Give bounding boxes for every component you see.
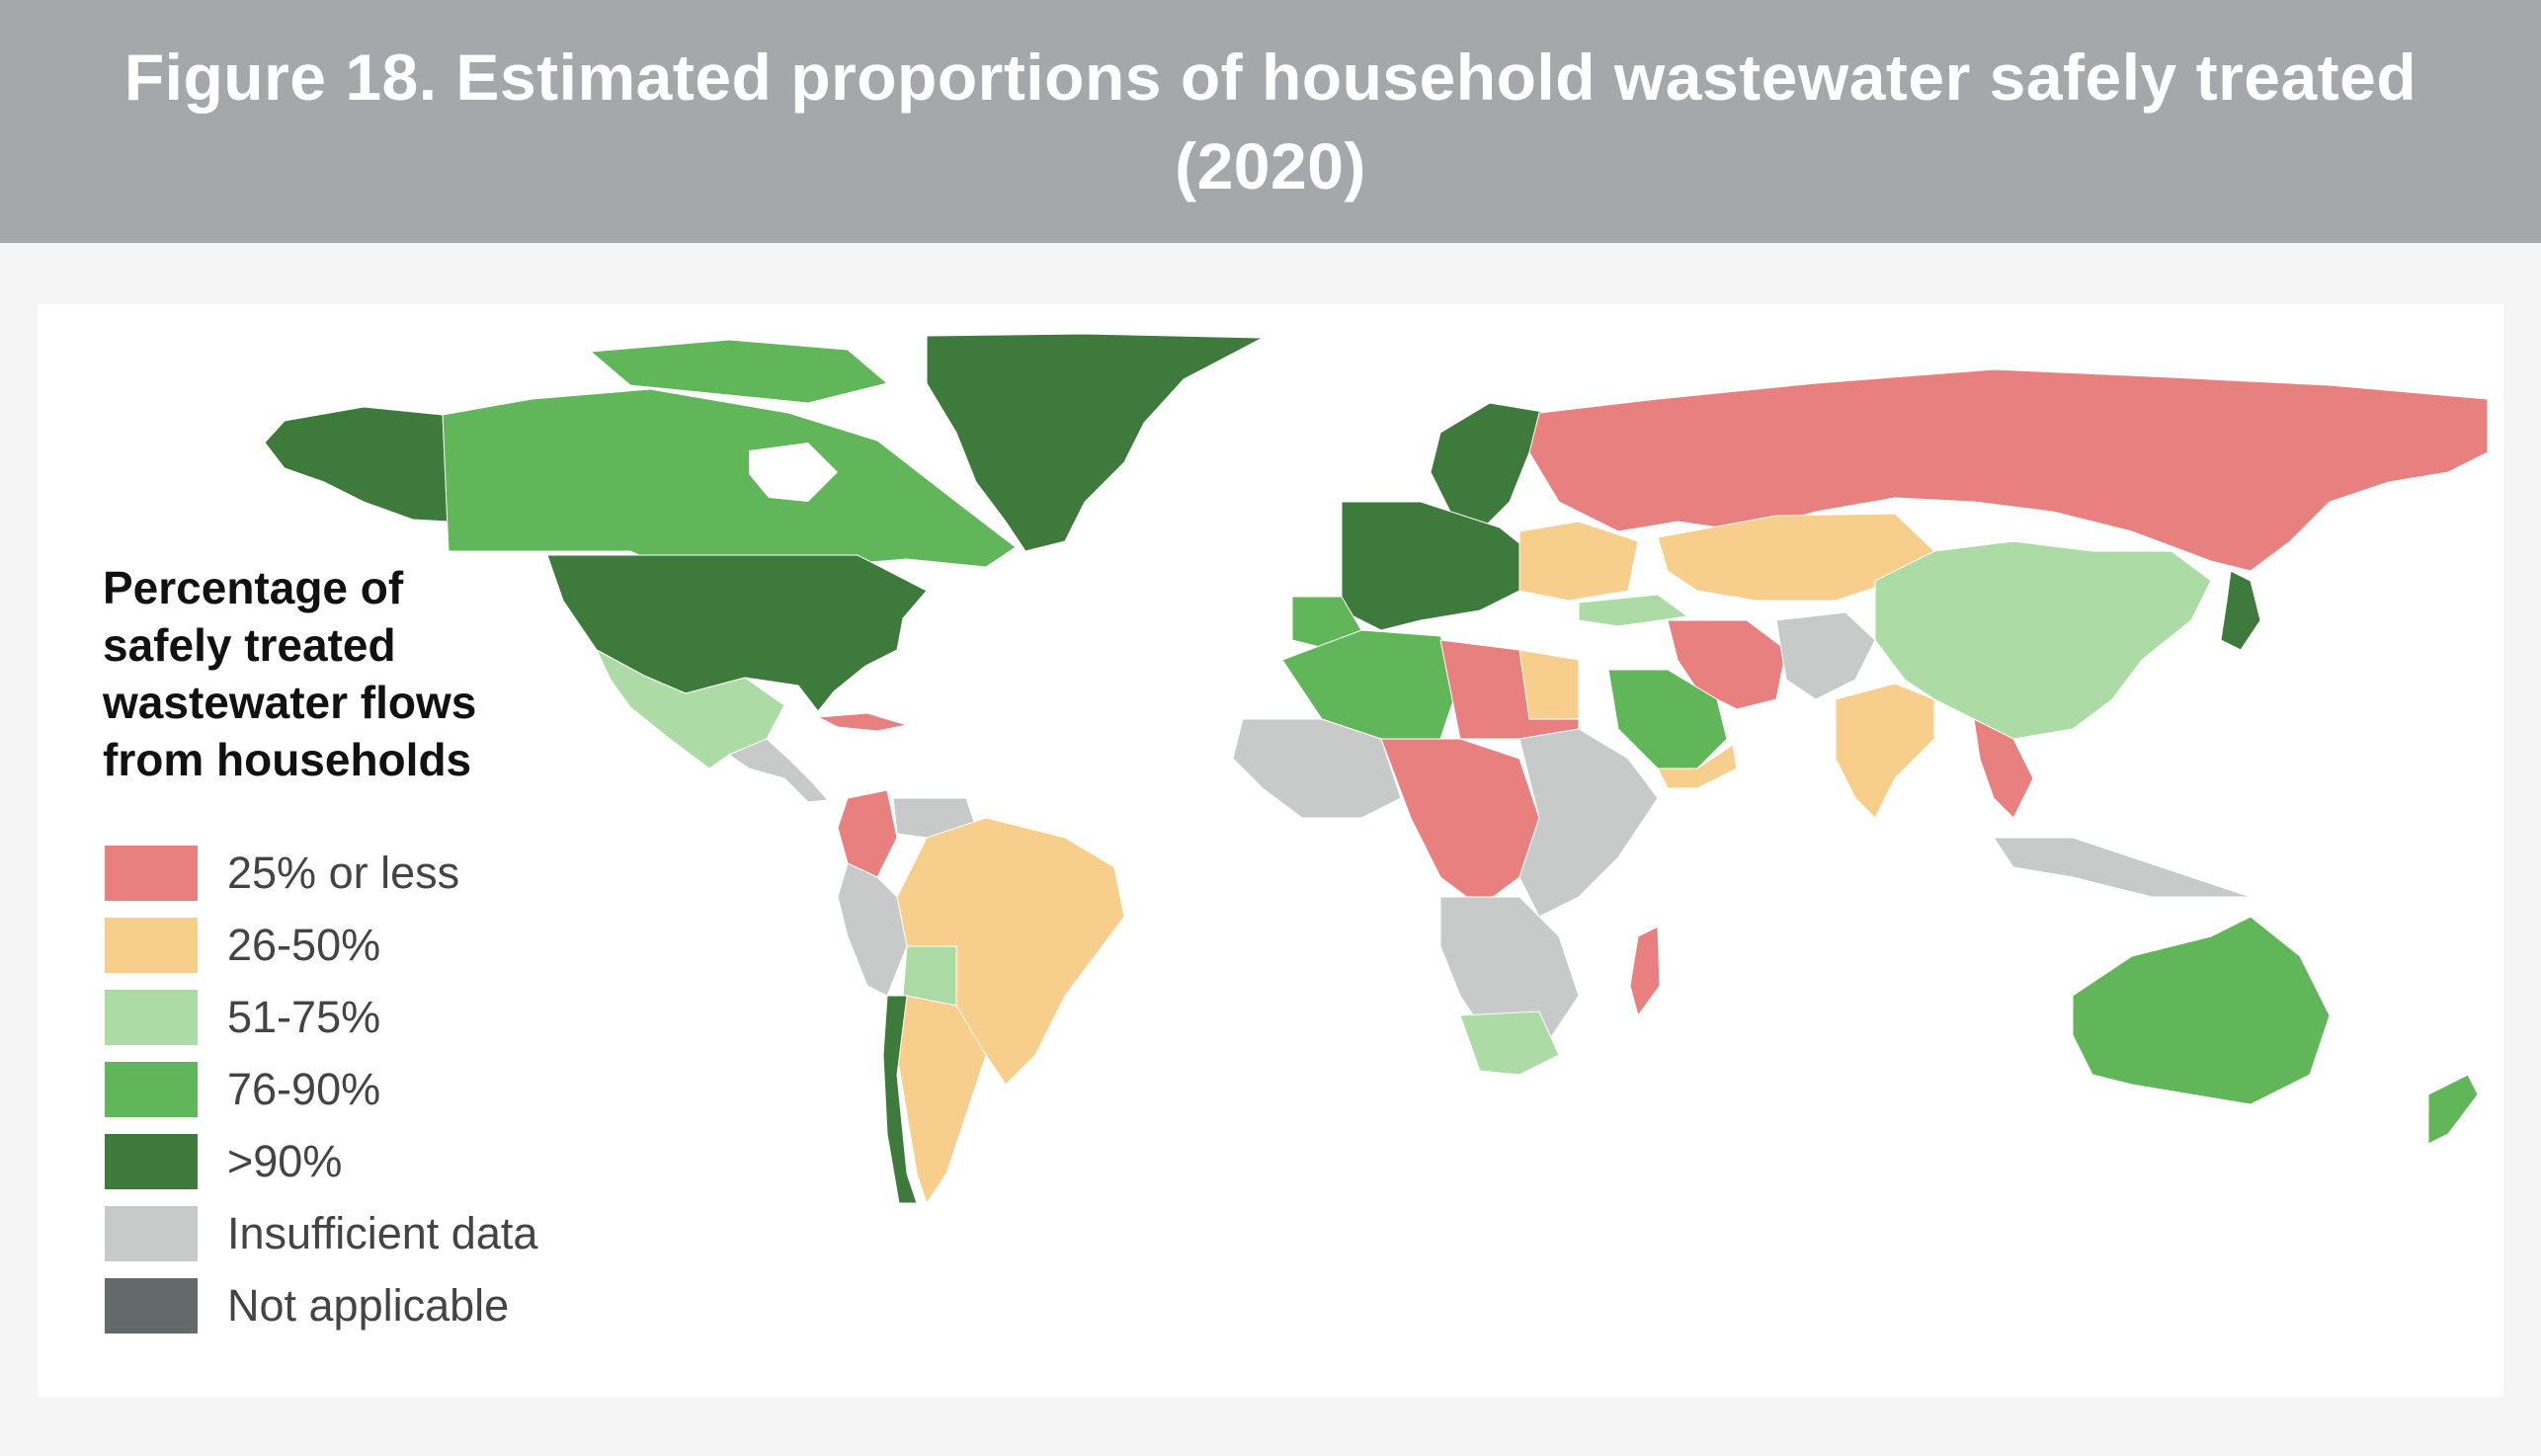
region-alaska xyxy=(264,406,450,523)
legend-item-26-50: 26-50% xyxy=(105,918,697,977)
region-west-africa xyxy=(1232,718,1402,819)
region-northern-south-america xyxy=(837,789,898,878)
region-chile xyxy=(882,995,918,1204)
legend-swatch xyxy=(105,918,198,973)
region-arabia xyxy=(1607,669,1728,769)
region-japan xyxy=(2220,570,2261,651)
region-egypt xyxy=(1518,649,1580,720)
legend-item-over-90: >90% xyxy=(105,1134,697,1193)
legend-label: 25% or less xyxy=(227,848,460,898)
legend-swatch xyxy=(105,1278,198,1334)
legend-item-76-90: 76-90% xyxy=(105,1062,697,1121)
region-new-zealand xyxy=(2427,1074,2479,1145)
region-western-europe xyxy=(1341,501,1530,631)
region-canada-islands xyxy=(589,339,889,404)
region-east-africa xyxy=(1518,728,1659,918)
legend-label: 51-75% xyxy=(227,992,381,1042)
region-madagascar xyxy=(1629,926,1661,1017)
region-australia xyxy=(2072,916,2331,1105)
region-china xyxy=(1874,540,2212,740)
region-southeast-asia xyxy=(1973,718,2034,819)
legend-label: Insufficient data xyxy=(227,1208,538,1258)
region-eastern-europe xyxy=(1518,521,1639,602)
region-hudson-bay xyxy=(749,443,838,502)
region-peru xyxy=(837,862,908,997)
legend-swatch xyxy=(105,846,198,901)
region-afghanistan-pakistan xyxy=(1775,611,1876,700)
legend-label: 26-50% xyxy=(227,920,381,970)
legend-swatch xyxy=(105,1062,198,1117)
legend-title: Percentage of safely treated wastewater … xyxy=(103,562,477,785)
figure-title: Figure 18. Estimated proportions of hous… xyxy=(123,40,2418,202)
legend-swatch xyxy=(105,1134,198,1189)
region-central-america xyxy=(727,738,830,803)
region-argentina xyxy=(896,995,987,1205)
region-central-africa xyxy=(1380,738,1540,908)
map-panel: Percentage of safely treated wastewater … xyxy=(38,304,2503,1397)
legend-swatch xyxy=(105,1206,198,1261)
region-turkey xyxy=(1578,594,1689,627)
region-yemen-oman xyxy=(1657,744,1738,789)
legend-item-not-applicable: Not applicable xyxy=(105,1278,697,1337)
region-central-asia xyxy=(1657,513,1935,602)
region-india xyxy=(1835,683,1935,819)
legend-label: Not applicable xyxy=(227,1280,510,1331)
world-choropleth-map xyxy=(264,333,2489,1205)
legend-swatch xyxy=(105,990,198,1045)
title-banner: Figure 18. Estimated proportions of hous… xyxy=(0,0,2541,243)
legend-label: 76-90% xyxy=(227,1064,381,1114)
region-south-africa xyxy=(1459,1011,1560,1076)
legend-item-51-75: 51-75% xyxy=(105,990,697,1049)
legend-item-25-or-less: 25% or less xyxy=(105,846,697,905)
legend-label: >90% xyxy=(227,1136,343,1186)
region-caribbean xyxy=(816,712,908,732)
region-greenland xyxy=(926,333,1265,552)
legend-item-insufficient-data: Insufficient data xyxy=(105,1206,697,1265)
region-scandinavia xyxy=(1430,402,1550,532)
region-malaysia-indonesia xyxy=(1993,837,2252,898)
